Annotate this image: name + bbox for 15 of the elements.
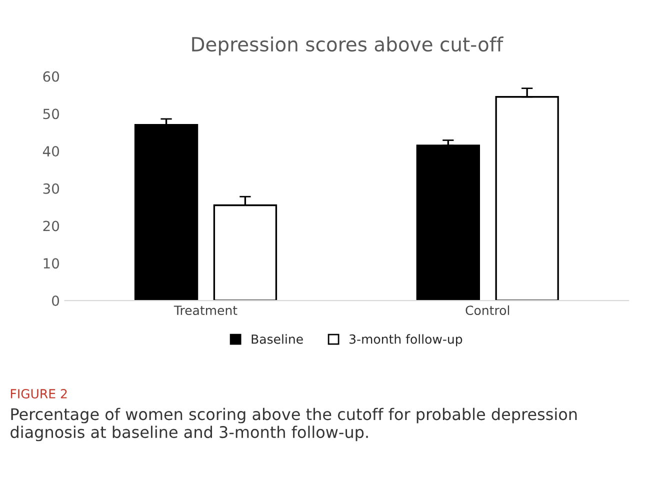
chart-title: Depression scores above cut-off [192,36,504,56]
text: Percentage of women scoring above the cutoff for probable depression diagnosis at baseline and 3-month follow-up. [10,408,577,442]
y-tick-label: 20 [43,220,60,232]
caption: FIGURE 2 [10,389,67,398]
y-tick-label: 50 [43,108,60,120]
legend-label: 3-month follow-up [350,334,462,346]
bar [416,144,480,301]
y-tick-label: 0 [52,295,60,306]
y-tick-label: 10 [44,258,60,269]
y-tick-label: 40 [42,146,60,157]
y-tick-label: 60 [43,71,60,82]
y-tick-label: 30 [43,183,60,194]
legend-label: Baseline [252,334,303,344]
x-tick-label: Control [466,305,510,316]
x-tick-label: Treatment [174,306,238,316]
